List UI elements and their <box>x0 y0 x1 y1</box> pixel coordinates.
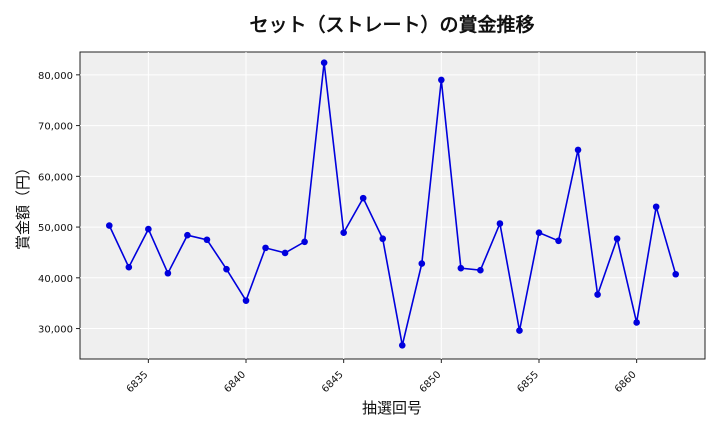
x-tick-label: 6850 <box>418 369 444 395</box>
data-point <box>535 229 543 236</box>
data-point <box>574 146 582 154</box>
data-point <box>184 231 191 239</box>
y-axis-label: 賞金額（円） <box>14 160 32 250</box>
data-point <box>398 341 406 349</box>
data-point <box>555 237 562 245</box>
y-tick-label: 70,000 <box>38 122 73 133</box>
data-point <box>516 327 523 334</box>
data-point <box>223 265 230 273</box>
data-point <box>613 235 621 243</box>
data-point <box>281 249 289 257</box>
data-point <box>594 291 601 298</box>
data-point <box>438 76 445 84</box>
y-tick-label: 80,000 <box>38 71 73 82</box>
data-point <box>262 244 269 252</box>
data-point <box>145 225 152 233</box>
data-points <box>105 59 680 349</box>
x-axis-label: 抽選回号 <box>362 399 422 417</box>
y-tick-label: 30,000 <box>38 325 73 336</box>
data-point <box>496 220 504 227</box>
x-tick-label: 6860 <box>613 369 639 395</box>
x-tick-label: 6835 <box>125 369 151 395</box>
data-point <box>301 238 308 246</box>
data-point <box>379 235 387 243</box>
data-point <box>652 203 660 211</box>
data-point <box>320 59 328 66</box>
data-point <box>340 229 347 236</box>
data-point <box>242 297 250 304</box>
x-axis-ticks: 6835 6840 6845 6850 6855 6860 <box>125 359 639 395</box>
data-point <box>203 236 211 244</box>
grid-lines <box>80 52 705 359</box>
plot-area <box>79 51 706 360</box>
x-tick-label: 6845 <box>320 369 346 395</box>
data-point <box>125 263 133 271</box>
data-point <box>633 319 640 326</box>
x-tick-label: 6855 <box>515 369 541 395</box>
y-axis-ticks: 30,000 40,000 50,000 60,000 70,000 80,000 <box>38 71 80 336</box>
y-tick-label: 50,000 <box>38 223 73 234</box>
data-point <box>418 260 426 267</box>
data-point <box>105 222 113 229</box>
chart-title: セット（ストレート）の賞金推移 <box>249 14 535 36</box>
data-point <box>672 270 680 278</box>
y-tick-label: 60,000 <box>38 172 73 183</box>
data-point <box>164 269 172 277</box>
data-point <box>457 264 465 272</box>
y-tick-label: 40,000 <box>38 274 73 285</box>
data-point <box>477 266 484 274</box>
data-point <box>359 194 367 202</box>
x-tick-label: 6840 <box>222 369 248 395</box>
